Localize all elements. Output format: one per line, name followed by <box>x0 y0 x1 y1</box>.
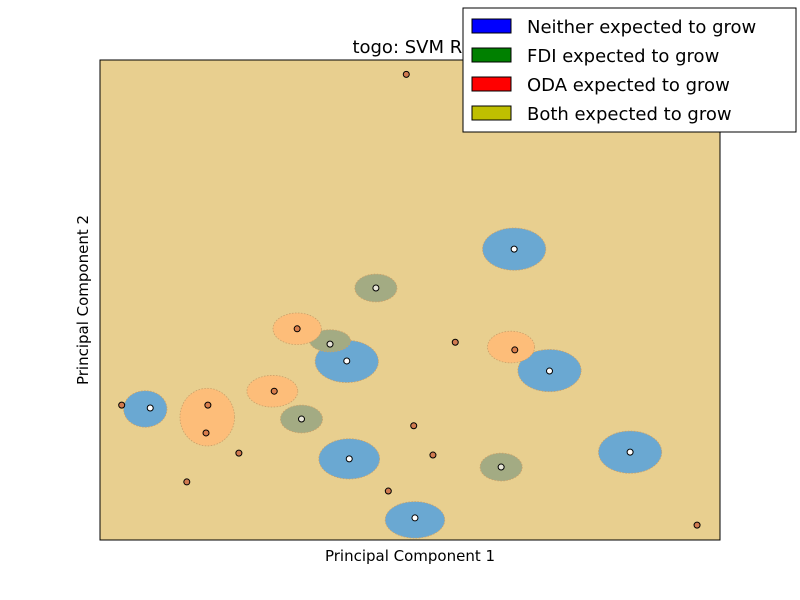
data-point-15 <box>410 422 418 430</box>
legend-swatch-oda <box>471 76 512 92</box>
data-point-7 <box>343 357 351 365</box>
data-point-16 <box>235 449 243 457</box>
region-oda-12 <box>487 330 536 364</box>
data-point-4 <box>326 340 334 348</box>
plot-frame <box>99 59 721 541</box>
data-point-18 <box>429 451 437 459</box>
data-point-0 <box>402 70 410 78</box>
data-point-23 <box>411 514 419 522</box>
data-point-9 <box>270 387 278 395</box>
data-point-22 <box>384 487 392 495</box>
region-neither-5 <box>123 390 168 428</box>
data-point-20 <box>497 463 505 471</box>
data-points <box>118 70 701 529</box>
legend-swatch-neither <box>471 18 512 34</box>
data-point-10 <box>118 401 126 409</box>
x-axis-label: Principal Component 1 <box>325 547 495 565</box>
data-point-21 <box>183 478 191 486</box>
data-point-2 <box>372 284 380 292</box>
data-point-11 <box>204 401 212 409</box>
legend-swatch-both <box>471 105 512 121</box>
y-axis-label: Principal Component 2 <box>74 215 92 385</box>
data-point-5 <box>451 338 459 346</box>
legend-label-oda: ODA expected to grow <box>527 75 730 96</box>
data-point-14 <box>202 429 210 437</box>
legend-label-fdi: FDI expected to grow <box>527 46 719 67</box>
legend-swatch-fdi <box>471 47 512 63</box>
data-point-17 <box>626 448 634 456</box>
chart-title: togo: SVM RI <box>352 37 467 58</box>
data-point-3 <box>293 325 301 333</box>
data-point-6 <box>511 346 519 354</box>
data-point-24 <box>693 521 701 529</box>
data-point-13 <box>298 415 305 423</box>
legend-label-both: Both expected to grow <box>527 104 732 125</box>
data-point-8 <box>546 367 553 375</box>
legend: Neither expected to grow FDI expected to… <box>462 7 797 133</box>
legend-label-neither: Neither expected to grow <box>527 17 756 38</box>
data-point-19 <box>345 455 353 463</box>
legend-frame <box>462 7 797 133</box>
data-point-1 <box>510 245 518 253</box>
region-oda-14 <box>179 387 235 447</box>
data-point-12 <box>146 404 154 412</box>
